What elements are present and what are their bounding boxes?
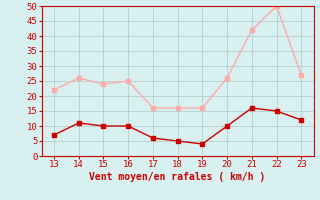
X-axis label: Vent moyen/en rafales ( km/h ): Vent moyen/en rafales ( km/h ) — [90, 172, 266, 182]
